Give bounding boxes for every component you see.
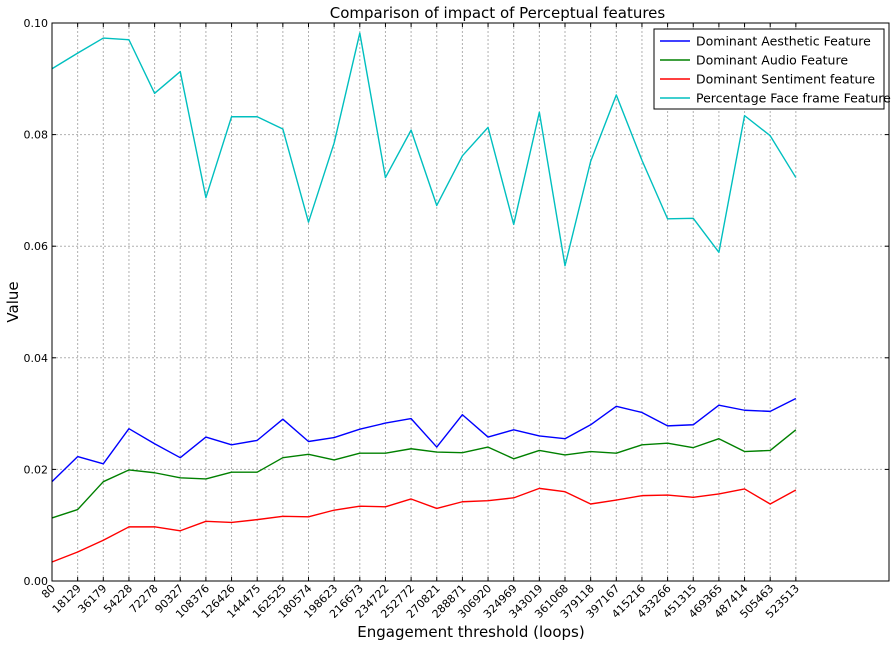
legend-label-2: Dominant Audio Feature bbox=[696, 53, 848, 68]
y-tick-label: 0.02 bbox=[24, 463, 49, 476]
legend-label-1: Dominant Aesthetic Feature bbox=[696, 34, 871, 49]
chart-title: Comparison of impact of Perceptual featu… bbox=[330, 4, 666, 22]
series-line-2 bbox=[51, 429, 797, 519]
legend: Dominant Aesthetic Feature Dominant Audio… bbox=[653, 28, 891, 110]
series-line-1 bbox=[51, 397, 797, 483]
series-lines bbox=[51, 32, 797, 563]
series-line-3 bbox=[51, 487, 797, 563]
legend-label-4: Percentage Face frame Feature bbox=[696, 91, 891, 106]
legend-box bbox=[653, 28, 885, 110]
y-tick-label: 0.10 bbox=[24, 17, 49, 30]
plot-frame bbox=[51, 22, 890, 582]
y-tick-label: 0.08 bbox=[24, 129, 49, 142]
y-tick-label: 0.00 bbox=[24, 575, 49, 588]
y-axis-title: Value bbox=[4, 281, 22, 322]
series-line-4 bbox=[51, 32, 797, 267]
x-axis-title: Engagement threshold (loops) bbox=[357, 623, 584, 641]
legend-label-3: Dominant Sentiment feature bbox=[696, 72, 875, 87]
y-tick-label: 0.04 bbox=[24, 352, 49, 365]
y-tick-label: 0.06 bbox=[24, 240, 49, 253]
